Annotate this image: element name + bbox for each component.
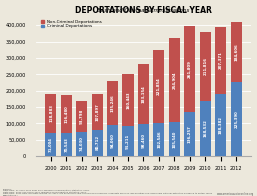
Text: 225,390: 225,390 xyxy=(234,110,238,128)
Bar xyxy=(215,94,226,156)
Text: 118,883: 118,883 xyxy=(49,104,53,122)
Text: 211,816: 211,816 xyxy=(203,57,207,75)
Text: 136,257: 136,257 xyxy=(188,125,192,143)
Text: 188,382: 188,382 xyxy=(219,116,223,134)
Bar xyxy=(231,82,242,156)
Text: 93,798: 93,798 xyxy=(80,109,84,124)
Text: Sources:
Data from: FY 2000-2001 from DHS Yearbook of Immigration Statistics, 20: Sources: Data from: FY 2000-2001 from DH… xyxy=(3,189,212,196)
Bar xyxy=(92,130,103,156)
Bar xyxy=(200,101,211,156)
Text: Bush and Obama Administrations: Bush and Obama Administrations xyxy=(97,8,190,13)
Bar xyxy=(153,50,164,122)
Bar xyxy=(76,132,87,156)
Bar xyxy=(45,133,57,156)
Text: 221,854: 221,854 xyxy=(157,77,161,95)
Title: DEPORTATIONS BY FISCAL YEAR: DEPORTATIONS BY FISCAL YEAR xyxy=(75,5,212,15)
Text: 168,532: 168,532 xyxy=(203,120,207,137)
Text: 160,443: 160,443 xyxy=(126,91,130,109)
Text: 94,060: 94,060 xyxy=(111,133,115,148)
Bar xyxy=(61,133,72,156)
Text: 71,004: 71,004 xyxy=(49,137,53,152)
Text: 70,543: 70,543 xyxy=(64,137,68,152)
Bar xyxy=(107,125,118,156)
Text: 102,546: 102,546 xyxy=(157,131,161,148)
Bar xyxy=(169,122,180,156)
Text: 107,897: 107,897 xyxy=(95,103,99,121)
Bar xyxy=(138,64,149,124)
Text: 80,712: 80,712 xyxy=(95,135,99,151)
Text: 98,460: 98,460 xyxy=(142,132,145,148)
Bar xyxy=(231,22,242,82)
Bar xyxy=(215,26,226,94)
Bar xyxy=(184,112,195,156)
Text: 91,211: 91,211 xyxy=(126,133,130,149)
Bar xyxy=(123,74,134,126)
Text: 184,606: 184,606 xyxy=(234,43,238,61)
Legend: Non-Criminal Deportations, Criminal Deportations: Non-Criminal Deportations, Criminal Depo… xyxy=(40,19,103,29)
Bar xyxy=(200,32,211,101)
Bar xyxy=(138,124,149,156)
Bar xyxy=(61,95,72,133)
Text: www.americasvoiceonline.org: www.americasvoiceonline.org xyxy=(217,192,254,196)
Text: 74,030: 74,030 xyxy=(80,137,84,152)
Text: 261,809: 261,809 xyxy=(188,60,192,78)
Bar xyxy=(123,126,134,156)
Text: 183,154: 183,154 xyxy=(142,85,145,103)
Bar xyxy=(45,94,57,133)
Text: 116,480: 116,480 xyxy=(64,105,68,123)
Bar xyxy=(76,101,87,132)
Text: 254,904: 254,904 xyxy=(172,71,176,89)
Bar xyxy=(184,26,195,112)
Bar xyxy=(107,81,118,125)
Bar xyxy=(169,38,180,122)
Bar xyxy=(153,122,164,156)
Text: 105,540: 105,540 xyxy=(172,130,176,148)
Text: 135,246: 135,246 xyxy=(111,94,115,112)
Text: 207,371: 207,371 xyxy=(219,52,223,69)
Bar xyxy=(92,94,103,130)
